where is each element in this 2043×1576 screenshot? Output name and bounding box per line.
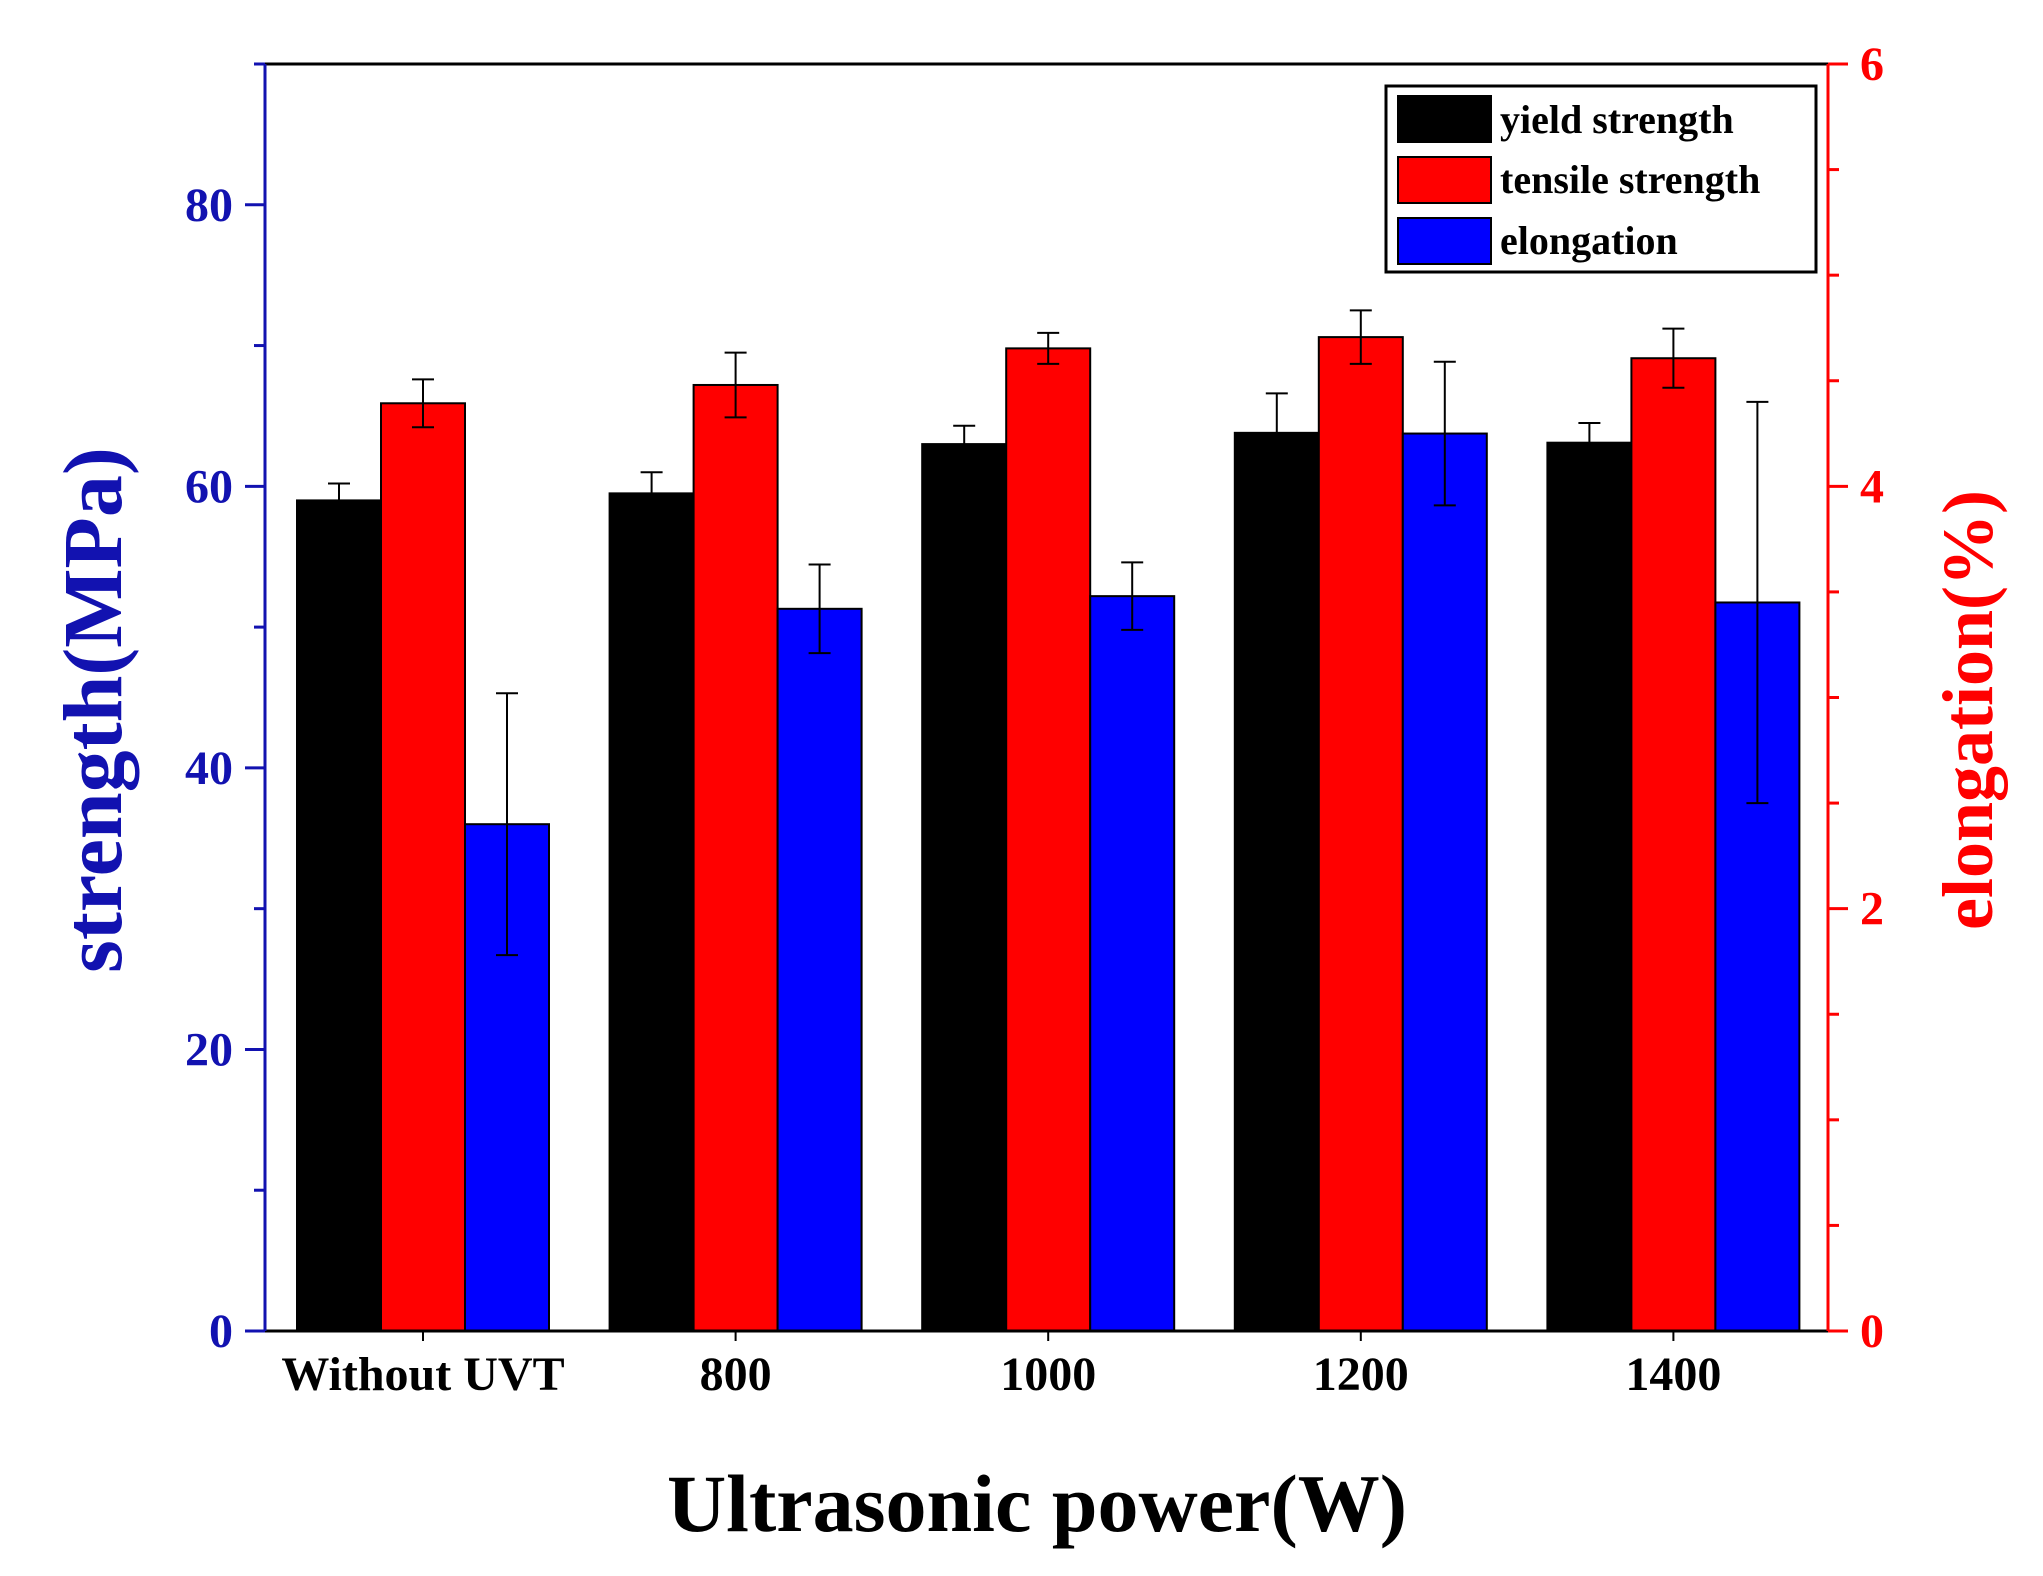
left-tick-label-60: 60	[185, 460, 233, 513]
legend-swatch-tensile	[1397, 156, 1492, 204]
left-tick-label-20: 20	[185, 1023, 233, 1076]
bars-layer	[296, 309, 1801, 1333]
bar-yield-strength-3	[1233, 431, 1320, 1332]
bar-yield-strength-4	[1546, 441, 1633, 1333]
bar-elongation-2	[1089, 595, 1176, 1332]
bar-yield-strength-2	[921, 443, 1008, 1333]
left-axis-title: strength(MPa)	[47, 447, 140, 973]
x-tick-label-2: 1000	[1000, 1348, 1096, 1401]
legend-label-tensile: tensile strength	[1500, 157, 1760, 202]
legend-label-elongation: elongation	[1500, 218, 1678, 263]
x-axis-title: Ultrasonic power(W)	[667, 1458, 1407, 1549]
bar-elongation-1	[776, 607, 863, 1332]
left-tick-label-80: 80	[185, 179, 233, 232]
legend-label-yield: yield strength	[1500, 97, 1734, 142]
bar-tensile-strength-1	[692, 383, 779, 1332]
right-axis-title: elongation(%)	[1928, 490, 2008, 930]
right-tick-label-0: 0	[1860, 1305, 1884, 1358]
bar-elongation-3	[1401, 432, 1488, 1332]
legend: yield strength tensile strength elongati…	[1384, 84, 1818, 274]
right-tick-label-4: 4	[1860, 460, 1884, 513]
x-tick-label-3: 1200	[1313, 1348, 1409, 1401]
x-tick-label-1: 800	[700, 1348, 772, 1401]
bar-yield-strength-0	[296, 499, 382, 1332]
right-tick-label-2: 2	[1860, 883, 1884, 936]
bar-tensile-strength-2	[1005, 347, 1092, 1333]
left-tick-label-0: 0	[209, 1305, 233, 1358]
x-tick-label-0: Without UVT	[281, 1348, 564, 1401]
x-tick-label-4: 1400	[1625, 1348, 1721, 1401]
legend-swatch-elongation	[1397, 217, 1492, 265]
bar-tensile-strength-4	[1630, 357, 1717, 1332]
left-tick-label-40: 40	[185, 742, 233, 795]
bar-yield-strength-1	[608, 492, 695, 1333]
bar-tensile-strength-0	[380, 402, 466, 1333]
legend-swatch-yield	[1397, 95, 1492, 143]
right-tick-label-6: 6	[1860, 38, 1884, 91]
bar-tensile-strength-3	[1317, 336, 1404, 1332]
